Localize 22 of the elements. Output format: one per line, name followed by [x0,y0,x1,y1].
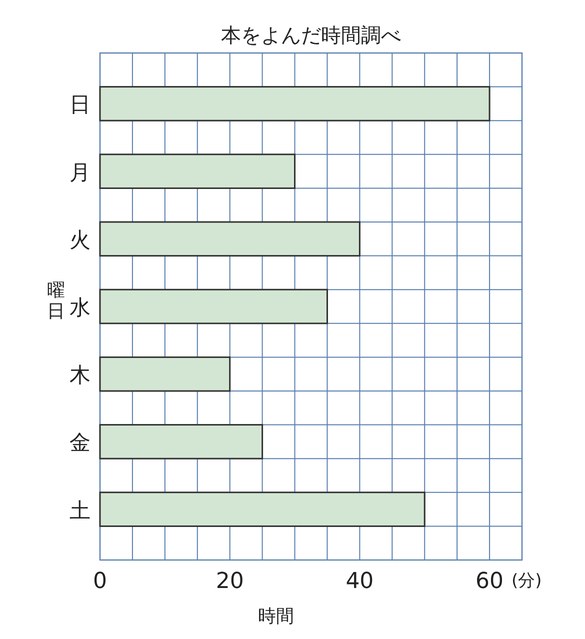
bar [99,492,426,527]
bar [99,221,360,257]
x-axis-title: 時間 [258,606,294,627]
y-tick-label: 火 [70,228,90,252]
y-tick-label: 土 [70,498,90,522]
bar [99,288,328,324]
bar [99,356,231,392]
y-tick-label: 金 [70,430,90,455]
bar [99,86,490,122]
text: (分) [512,571,542,591]
chart-title: 本をよんだ時間調べ [221,23,401,47]
x-tick-label: 40 [346,569,374,594]
bar [99,154,296,189]
x-tick-label: 0 [93,569,107,594]
y-tick-label: 水 [70,296,90,320]
y-tick-label: 月 [70,160,90,184]
x-tick-label: 20 [216,569,244,594]
y-tick-label: 日 [70,92,90,117]
y-axis-title: 曜日 [47,280,65,322]
x-tick-label: 60 [476,569,504,594]
bar [99,424,264,460]
y-tick-label: 木 [70,363,90,388]
